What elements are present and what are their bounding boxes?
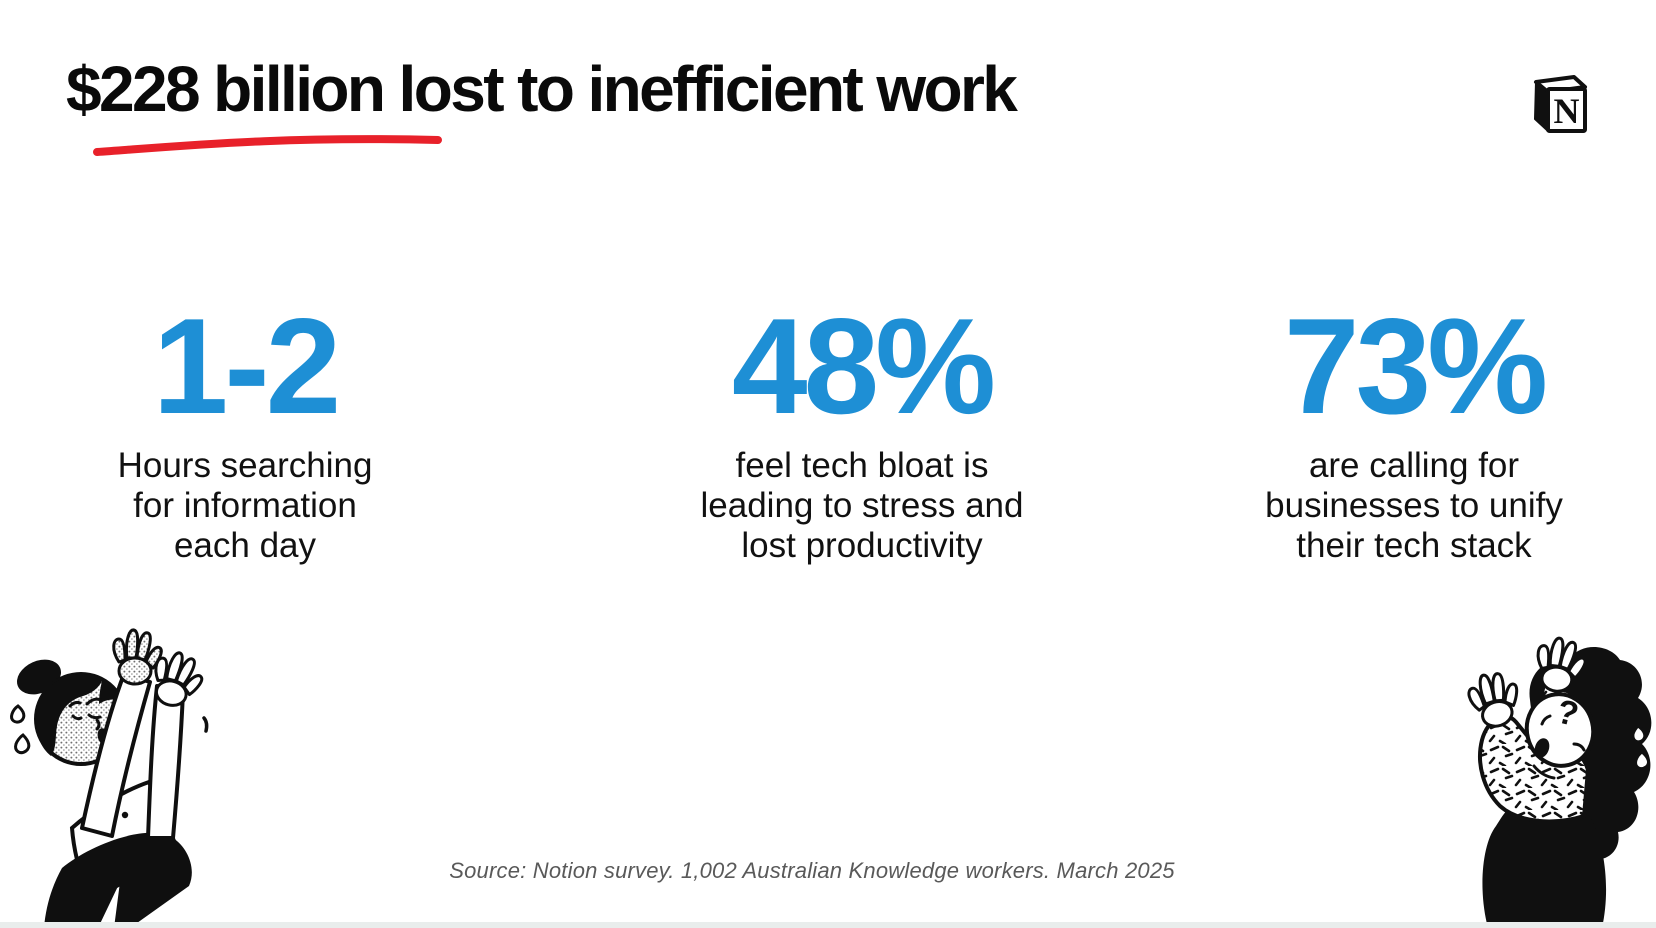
face: ? bbox=[1524, 692, 1596, 780]
stat-description: feel tech bloat is leading to stress and… bbox=[662, 446, 1062, 566]
open-hand-icon bbox=[112, 628, 163, 686]
stat-description-line: lost productivity bbox=[741, 526, 983, 565]
open-hand-icon bbox=[154, 651, 204, 707]
stat-description-line: for information bbox=[133, 486, 357, 525]
stat-description-line: their tech stack bbox=[1296, 526, 1532, 565]
emphasis-mark bbox=[202, 716, 209, 733]
stat-description: Hours searching for information each day bbox=[45, 446, 445, 566]
pants bbox=[44, 832, 192, 928]
stat-description-line: Hours searching bbox=[117, 446, 373, 485]
sweat-drops-icon bbox=[10, 704, 31, 755]
red-underline-icon bbox=[93, 135, 442, 156]
stat-description: are calling for businesses to unify thei… bbox=[1214, 446, 1614, 566]
stat-value: 1-2 bbox=[152, 290, 342, 442]
notion-logo-letter: N bbox=[1554, 91, 1580, 131]
skirt bbox=[1482, 801, 1607, 928]
stat-hours-searching: 1-2 Hours searching for information each… bbox=[45, 298, 445, 566]
stat-tech-bloat: 48% feel tech bloat is leading to stress… bbox=[662, 298, 1062, 566]
bottom-edge-strip bbox=[0, 922, 1656, 928]
distressed-person-illustration bbox=[10, 628, 209, 928]
stat-value: 48% bbox=[731, 290, 996, 442]
notion-cube-logo-icon: N bbox=[1534, 75, 1587, 133]
stat-unify-tech-stack: 73% are calling for businesses to unify … bbox=[1214, 298, 1614, 566]
sweat-drops-icon bbox=[1631, 724, 1651, 771]
stat-value: 73% bbox=[1283, 290, 1548, 442]
open-hand-icon bbox=[1467, 672, 1519, 728]
stat-description-line: leading to stress and bbox=[700, 486, 1024, 525]
stat-description-line: businesses to unify bbox=[1265, 486, 1563, 525]
source-attribution: Source: Notion survey. 1,002 Australian … bbox=[449, 858, 1175, 883]
stat-description-line: each day bbox=[173, 526, 317, 565]
stat-description-line: feel tech bloat is bbox=[735, 446, 989, 485]
stat-description-line: are calling for bbox=[1308, 446, 1520, 485]
page-title: $228 billion lost to inefficient work bbox=[66, 53, 1018, 125]
open-hand-icon bbox=[1536, 636, 1587, 693]
distressed-woman-illustration: ? bbox=[1467, 636, 1652, 928]
